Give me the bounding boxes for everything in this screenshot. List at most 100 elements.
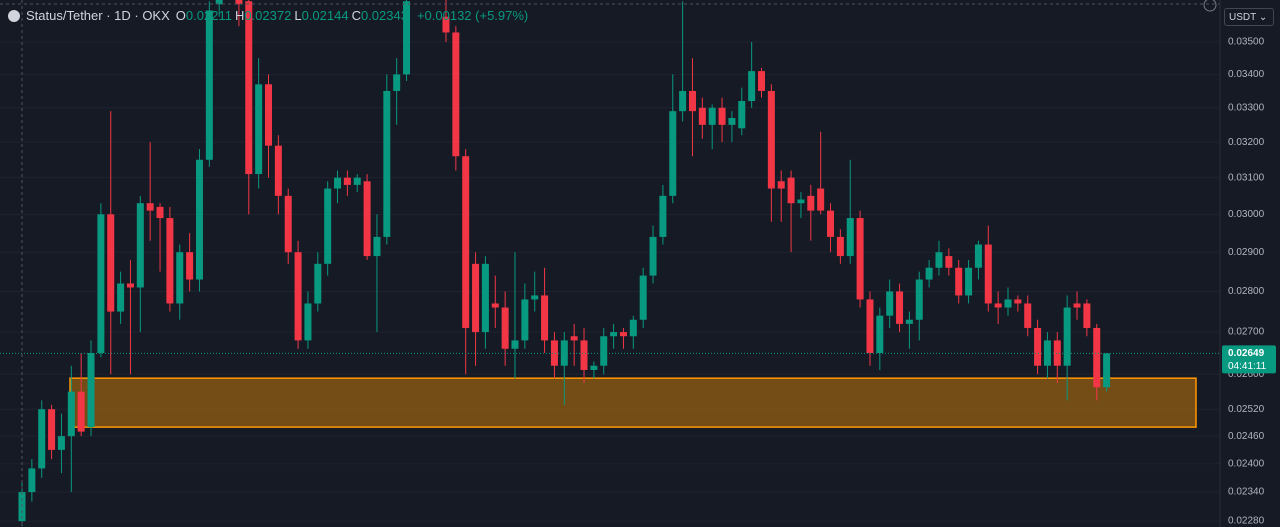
candle-body (531, 295, 539, 300)
candle-body (28, 468, 36, 493)
candle-body (304, 303, 312, 341)
candle-body (1083, 303, 1091, 328)
candle-body (1053, 340, 1061, 366)
candle-body (521, 299, 529, 341)
candle-body (679, 90, 687, 112)
candle-body (896, 291, 904, 324)
ohlc-key: C (351, 8, 361, 23)
y-tick-label: 0.03400 (1228, 69, 1265, 80)
candle-body (748, 71, 756, 102)
candle-body (205, 10, 213, 160)
candle-body (728, 117, 736, 125)
ohlc-value: 0.02372 (244, 8, 292, 23)
candle-body (383, 90, 391, 237)
candle-body (126, 283, 134, 288)
candle-body (797, 199, 805, 204)
symbol[interactable]: Status/Tether · 1D · OKX (26, 8, 170, 23)
ohlc: O0.02211 H0.02372 L0.02144 C0.02343 (176, 8, 411, 23)
candle-body (777, 181, 785, 189)
currency: USDT (1229, 12, 1257, 23)
candle-body (600, 336, 608, 366)
candle-body (77, 391, 85, 432)
candle-body (698, 107, 706, 125)
candle-body (945, 256, 953, 268)
candle-body (343, 177, 351, 185)
currency-select[interactable]: USDT ⌄ (1224, 8, 1274, 26)
candle-body (619, 332, 627, 337)
candle-body (403, 1, 411, 75)
candle-body (935, 252, 943, 268)
candle-body (314, 263, 322, 304)
candle-body (886, 291, 894, 316)
countdown-label: 04:41:11 (1228, 361, 1267, 372)
candle-body (67, 391, 75, 437)
candle-body (718, 107, 726, 125)
candle-body (649, 236, 657, 276)
legend: Status/Tether · 1D · OKX O0.02211 H0.0237… (8, 8, 528, 23)
candle-body (195, 159, 203, 280)
candle-body (186, 252, 194, 280)
candle-body (994, 303, 1002, 308)
candle-body (541, 295, 549, 341)
y-tick-label: 0.03000 (1228, 209, 1265, 220)
candle-body (57, 436, 65, 450)
candle-body (905, 319, 913, 324)
candle-body (610, 332, 618, 337)
y-tick-label: 0.02800 (1228, 286, 1265, 297)
candle-body (550, 340, 558, 366)
candle-body (38, 409, 46, 469)
y-tick-label: 0.02900 (1228, 247, 1265, 258)
ohlc-value: 0.02144 (301, 8, 349, 23)
candle-body (974, 244, 982, 268)
change: +0.00132 (+5.97%) (416, 8, 529, 23)
candle-body (738, 101, 746, 129)
candle-body (353, 177, 361, 185)
candle-body (688, 90, 696, 112)
grid (0, 41, 1220, 522)
y-tick-label: 0.02340 (1228, 487, 1265, 498)
candle-body (965, 267, 973, 296)
candle-body (245, 1, 253, 175)
candle-body (1073, 303, 1081, 308)
candle-body (836, 236, 844, 257)
candle-body (580, 340, 588, 370)
candle-body (501, 307, 509, 349)
candle-body (787, 177, 795, 204)
candle-body (669, 111, 677, 196)
y-tick-label: 0.03500 (1228, 37, 1265, 48)
candle-body (708, 107, 716, 125)
candle-body (866, 299, 874, 353)
last-price-label: 0.02649 (1228, 348, 1265, 359)
candle-body (511, 340, 519, 349)
candle-body (767, 90, 775, 189)
candle-body (146, 203, 154, 211)
candle-body (215, 0, 223, 5)
candle-body (807, 195, 815, 211)
candle-body (334, 177, 342, 189)
candle-body (876, 315, 884, 353)
candle-body (590, 365, 598, 370)
candle-body (629, 319, 637, 337)
candle-body (176, 252, 184, 304)
candle-body (817, 188, 825, 211)
candle-body (1014, 299, 1022, 304)
candle-body (955, 267, 963, 296)
candle-body (324, 188, 332, 264)
y-tick-label: 0.02700 (1228, 327, 1265, 338)
candle-body (156, 206, 164, 219)
y-tick-label: 0.02400 (1228, 458, 1265, 469)
candle-body (1024, 303, 1032, 328)
add-button[interactable] (1203, 0, 1217, 12)
candle-body (452, 32, 460, 157)
ohlc-value: 0.02343 (360, 8, 408, 23)
candle-body (136, 203, 144, 288)
plot-area (0, 0, 1220, 527)
candle-body (925, 267, 933, 280)
support-zone (69, 377, 1197, 428)
candle-body (639, 275, 647, 320)
y-tick-label: 0.02460 (1228, 431, 1265, 442)
y-tick-label: 0.03100 (1228, 172, 1265, 183)
candle-body (758, 71, 765, 91)
y-tick-label: 0.03300 (1228, 102, 1265, 113)
